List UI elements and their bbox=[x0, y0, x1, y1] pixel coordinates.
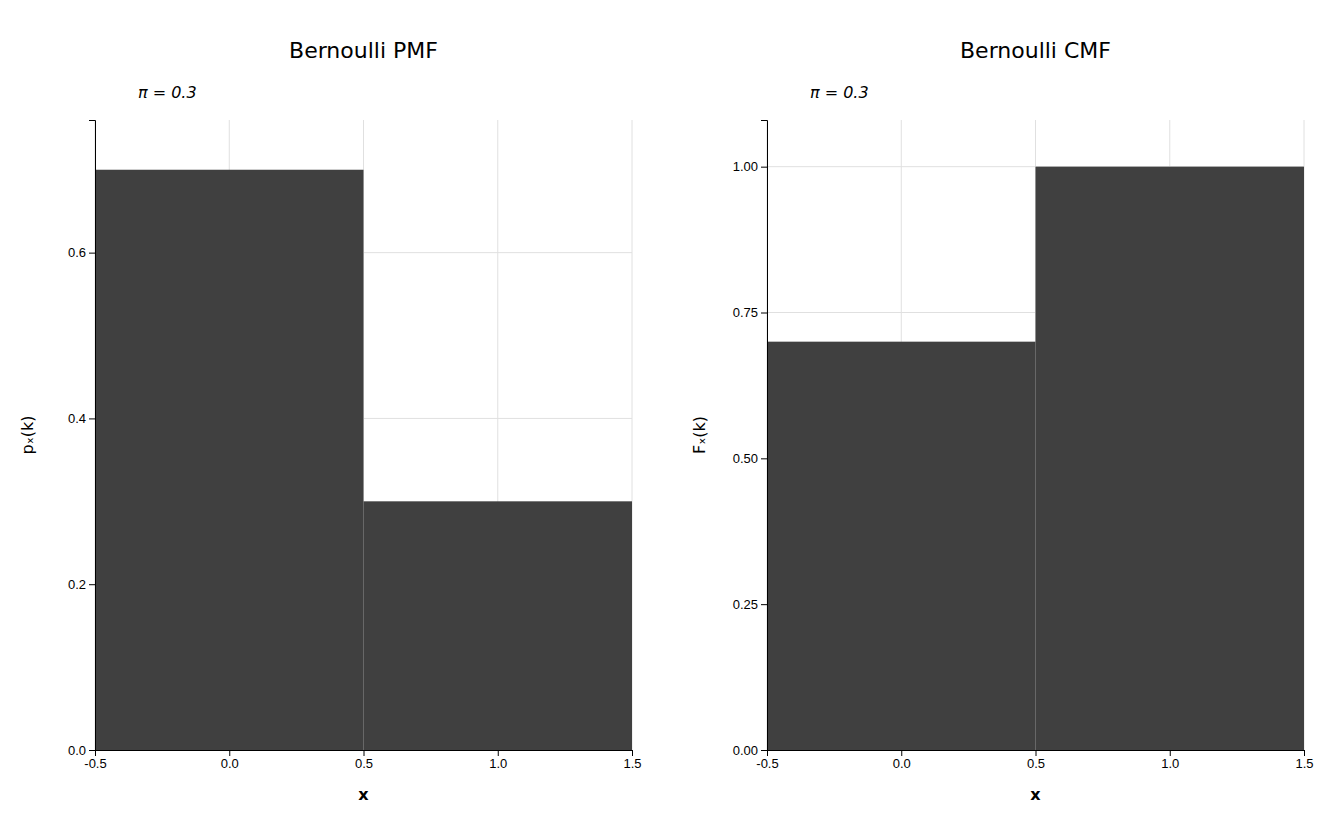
subtitle: π = 0.3 bbox=[138, 83, 197, 102]
tick: 0.75 bbox=[733, 305, 767, 320]
axis-line bbox=[761, 121, 768, 751]
title: Bernoulli CMF bbox=[960, 38, 1111, 63]
tick: -0.5 bbox=[756, 750, 778, 771]
tick-mark bbox=[761, 604, 767, 605]
tick-label: 0.0 bbox=[221, 756, 239, 771]
bar bbox=[95, 170, 364, 750]
tick: 0.5 bbox=[1027, 750, 1045, 771]
bar bbox=[364, 501, 633, 750]
tick-label: 0.4 bbox=[68, 411, 86, 426]
bar bbox=[1036, 167, 1305, 750]
axis-line bbox=[89, 121, 96, 751]
tick-mark bbox=[1170, 750, 1171, 756]
y-axis-title: Fₓ(k) bbox=[690, 416, 709, 454]
grid bbox=[95, 120, 632, 750]
tick-mark bbox=[229, 750, 230, 756]
x-axis-title: x bbox=[1030, 785, 1041, 804]
tick: 0.4 bbox=[68, 411, 95, 426]
tick-mark bbox=[761, 458, 767, 459]
tick-label: 0.0 bbox=[68, 743, 86, 758]
title: Bernoulli PMF bbox=[289, 38, 438, 63]
tick-mark bbox=[1304, 750, 1305, 756]
y-axis-title: pₓ(k) bbox=[18, 415, 37, 454]
tick-label: -0.5 bbox=[756, 756, 778, 771]
tick-mark bbox=[761, 750, 767, 751]
tick: 0.0 bbox=[893, 750, 911, 771]
tick-mark bbox=[761, 313, 767, 314]
tick-mark bbox=[761, 167, 767, 168]
y-axis: 0.0 0.2 0.4 0.6 bbox=[68, 121, 96, 758]
tick-mark bbox=[89, 750, 95, 751]
tick-label: 1.00 bbox=[733, 159, 758, 174]
tick: -0.5 bbox=[84, 750, 106, 771]
tick-label: 1.5 bbox=[623, 756, 641, 771]
x-axis: -0.5 0.0 0.5 1.0 1.5 bbox=[84, 750, 641, 771]
bars bbox=[95, 170, 632, 750]
tick: 0.0 bbox=[68, 743, 95, 758]
tick: 0.50 bbox=[733, 451, 767, 466]
tick-label: 0.25 bbox=[733, 597, 758, 612]
tick-mark bbox=[89, 253, 95, 254]
tick: 0.25 bbox=[733, 597, 767, 612]
x-axis: -0.5 0.0 0.5 1.0 1.5 bbox=[756, 750, 1313, 771]
panel: -0.50.00.51.01.50.00.20.40.6Bernoulli PM… bbox=[18, 38, 642, 804]
tick-mark bbox=[498, 750, 499, 756]
tick: 0.2 bbox=[68, 577, 95, 592]
y-axis: 0.00 0.25 0.50 0.75 1.00 bbox=[733, 121, 768, 758]
bar bbox=[767, 342, 1036, 750]
tick: 1.5 bbox=[623, 750, 641, 771]
tick-mark bbox=[1036, 750, 1037, 756]
tick: 1.5 bbox=[1295, 750, 1313, 771]
tick: 0.6 bbox=[68, 245, 95, 260]
figure: -0.50.00.51.01.50.00.20.40.6Bernoulli PM… bbox=[0, 0, 1344, 830]
tick-label: 0.5 bbox=[355, 756, 373, 771]
tick: 0.5 bbox=[355, 750, 373, 771]
axis-line bbox=[768, 751, 1305, 757]
tick-mark bbox=[632, 750, 633, 756]
tick-label: 0.2 bbox=[68, 577, 86, 592]
tick-mark bbox=[89, 418, 95, 419]
tick-label: 0.5 bbox=[1027, 756, 1045, 771]
tick-label: 1.0 bbox=[1161, 756, 1179, 771]
tick-mark bbox=[89, 584, 95, 585]
tick-label: -0.5 bbox=[84, 756, 106, 771]
tick: 1.00 bbox=[733, 159, 767, 174]
tick-label: 0.6 bbox=[68, 245, 86, 260]
tick: 1.0 bbox=[1161, 750, 1179, 771]
tick: 1.0 bbox=[489, 750, 507, 771]
tick-label: 1.0 bbox=[489, 756, 507, 771]
grid bbox=[767, 120, 1304, 750]
tick-label: 0.0 bbox=[893, 756, 911, 771]
tick-mark bbox=[364, 750, 365, 756]
panel: -0.5 0.0 0.5 1.0 1.5 0.00 0.25 0.50 0.75 1.00 Bern… bbox=[690, 38, 1314, 804]
axis-line bbox=[96, 751, 633, 757]
tick: 0.00 bbox=[733, 743, 767, 758]
tick-mark bbox=[901, 750, 902, 756]
x-axis-title: x bbox=[358, 785, 369, 804]
tick: 0.0 bbox=[221, 750, 239, 771]
tick-label: 0.50 bbox=[733, 451, 758, 466]
tick-label: 0.00 bbox=[733, 743, 758, 758]
bars bbox=[767, 167, 1304, 750]
tick-label: 0.75 bbox=[733, 305, 758, 320]
subtitle: π = 0.3 bbox=[810, 83, 869, 102]
tick-label: 1.5 bbox=[1295, 756, 1313, 771]
